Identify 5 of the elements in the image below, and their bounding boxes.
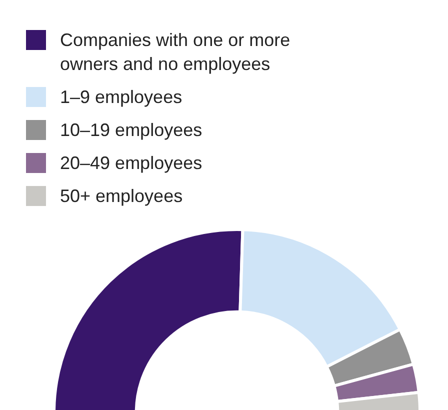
legend-label: Companies with one or more owners and no employees <box>60 29 292 76</box>
legend-label: 50+ employees <box>60 185 184 208</box>
legend-label: 20–49 employees <box>60 152 204 175</box>
legend-label: 10–19 employees <box>60 119 204 142</box>
legend-label: 1–9 employees <box>60 86 184 109</box>
